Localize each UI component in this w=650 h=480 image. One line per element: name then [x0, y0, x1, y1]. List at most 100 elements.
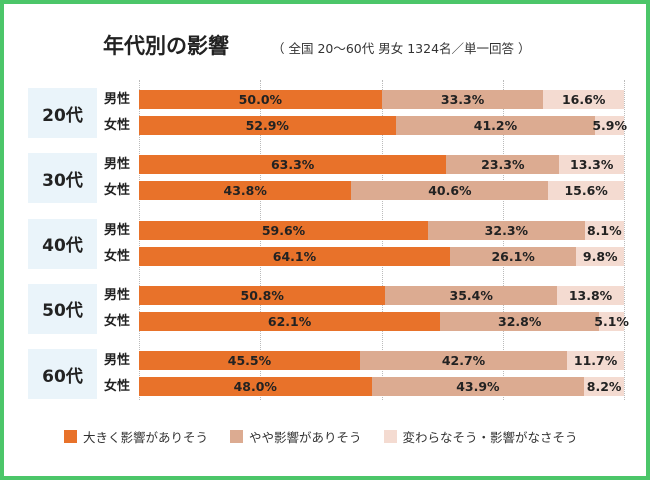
bar-segment: 13.8%	[557, 285, 624, 305]
group-label: 40代	[28, 218, 97, 269]
stacked-bar: 50.0% 33.3% 16.6%	[139, 90, 624, 109]
bar-segment: 52.9%	[139, 116, 396, 135]
stacked-bar: 52.9% 41.2% 5.9%	[139, 116, 628, 135]
bar-segment: 45.5%	[139, 351, 360, 371]
gridline	[502, 80, 504, 400]
group-label: 60代	[28, 349, 97, 400]
legend: 大きく影響がありそう やや影響がありそう 変わらなそう・影響がなさそう	[64, 427, 578, 446]
data-label: 15.6%	[564, 183, 608, 199]
stacked-bar: 62.1% 32.8% 5.1%	[139, 311, 629, 331]
data-label: 48.0%	[233, 379, 277, 395]
stacked-bar: 59.6% 32.3% 8.1%	[139, 220, 624, 240]
bar-segment: 33.3%	[381, 90, 544, 109]
data-label: 62.1%	[267, 313, 312, 329]
legend-swatch	[383, 430, 397, 443]
gender-label: 女性	[104, 313, 131, 329]
data-label: 9.8%	[582, 248, 618, 264]
data-label: 41.2%	[473, 118, 518, 133]
stacked-bar: 63.3% 23.3% 13.3%	[139, 155, 624, 175]
stacked-bar: 43.8% 40.6% 15.6%	[139, 181, 624, 201]
bar-segment: 62.1%	[139, 311, 441, 331]
group-label: 50代	[28, 283, 97, 334]
data-label: 26.1%	[491, 248, 535, 264]
data-label: 59.6%	[261, 222, 306, 238]
bar-segment: 32.8%	[440, 311, 600, 331]
gender-label: 女性	[104, 118, 131, 133]
bar-segment: 16.6%	[543, 90, 624, 109]
stacked-bar: 50.8% 35.4% 13.8%	[139, 285, 624, 305]
data-label: 32.3%	[484, 222, 529, 238]
data-label: 45.5%	[227, 353, 272, 369]
group-label: 30代	[28, 153, 97, 204]
bar-segment: 9.8%	[576, 246, 624, 266]
bar-segment: 50.0%	[139, 90, 382, 109]
gender-label: 女性	[104, 379, 131, 395]
gridline	[624, 80, 625, 400]
stacked-bar: 45.5% 42.7% 11.7%	[139, 351, 624, 371]
data-label: 43.9%	[456, 379, 500, 395]
data-label: 43.8%	[223, 183, 267, 199]
bar-segment: 13.3%	[559, 155, 624, 175]
gender-label: 男性	[104, 92, 131, 107]
legend-item: やや影響がありそう	[230, 427, 362, 446]
group-label: 20代	[28, 88, 97, 138]
legend-item: 変わらなそう・影響がなさそう	[383, 427, 578, 446]
gender-label: 男性	[104, 287, 131, 303]
gender-label: 男性	[104, 353, 131, 369]
bar-segment: 8.2%	[584, 377, 624, 397]
bar-segment: 11.7%	[567, 351, 624, 371]
bar-segment: 48.0%	[139, 377, 372, 397]
bar-segment: 59.6%	[139, 220, 429, 240]
bar-segment: 50.8%	[139, 285, 386, 305]
stacked-bar: 48.0% 43.9% 8.2%	[139, 377, 624, 397]
data-label: 23.3%	[481, 157, 525, 173]
bar-segment: 23.3%	[446, 155, 560, 175]
data-label: 63.3%	[270, 157, 315, 173]
bar-segment: 5.1%	[594, 311, 629, 331]
data-label: 42.7%	[441, 353, 486, 369]
data-label: 5.1%	[594, 313, 629, 329]
data-label: 33.3%	[440, 92, 485, 107]
legend-swatch	[230, 430, 244, 443]
legend-label: やや影響がありそう	[249, 430, 362, 445]
gender-label: 男性	[104, 157, 131, 173]
data-label: 13.8%	[568, 287, 613, 303]
chart-title: 年代別の影響	[103, 34, 229, 58]
data-label: 32.8%	[498, 313, 542, 329]
data-label: 16.6%	[561, 92, 606, 107]
bar-segment: 35.4%	[385, 285, 558, 305]
legend-label: 変わらなそう・影響がなさそう	[402, 430, 578, 445]
bar-segment: 43.9%	[371, 377, 585, 397]
bar-segment: 32.3%	[428, 220, 585, 240]
bar-segment: 15.6%	[548, 181, 624, 201]
gender-label: 女性	[104, 248, 131, 264]
data-label: 8.2%	[586, 379, 622, 395]
gender-label: 女性	[104, 183, 131, 199]
bar-segment: 5.9%	[592, 116, 628, 135]
gridline	[139, 80, 140, 400]
data-label: 35.4%	[449, 287, 493, 303]
bar-segment: 41.2%	[395, 116, 596, 135]
legend-swatch	[64, 430, 77, 443]
data-label: 5.9%	[592, 118, 628, 133]
data-label: 64.1%	[272, 248, 317, 264]
data-label: 50.8%	[240, 287, 284, 303]
data-label: 13.3%	[570, 157, 614, 173]
stacked-bar: 64.1% 26.1% 9.8%	[139, 246, 624, 266]
bar-segment: 40.6%	[351, 181, 549, 201]
data-label: 8.1%	[586, 222, 622, 238]
chart-subtitle: （ 全国 20〜60代 男女 1324名／単一回答 ）	[272, 41, 531, 56]
bar-segment: 43.8%	[139, 181, 352, 201]
bar-segment: 8.1%	[584, 220, 624, 240]
gridline	[381, 80, 383, 400]
bar-segment: 42.7%	[359, 351, 568, 371]
bar-segment: 63.3%	[139, 155, 447, 175]
legend-label: 大きく影響がありそう	[83, 430, 209, 445]
data-label: 50.0%	[238, 92, 283, 107]
gridline	[260, 80, 262, 400]
data-label: 11.7%	[573, 353, 618, 369]
legend-item: 大きく影響がありそう	[64, 427, 208, 446]
bar-segment: 26.1%	[449, 246, 577, 266]
data-label: 52.9%	[245, 118, 289, 133]
